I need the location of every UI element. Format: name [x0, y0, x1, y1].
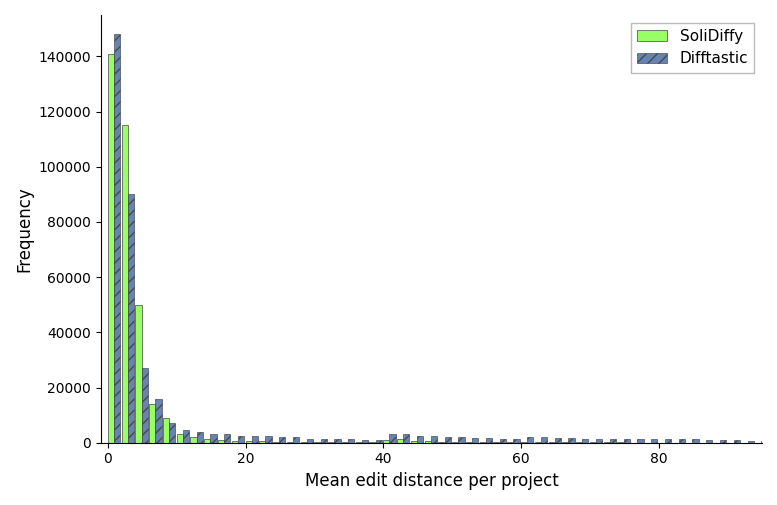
Bar — [273, 441, 279, 443]
Bar — [596, 438, 602, 443]
Bar — [403, 434, 409, 443]
Bar — [293, 437, 299, 443]
Bar — [342, 442, 348, 443]
Bar — [321, 438, 327, 443]
Bar — [108, 54, 114, 443]
Bar — [225, 434, 230, 443]
Bar — [190, 437, 197, 443]
Bar — [706, 440, 713, 443]
Bar — [183, 430, 189, 443]
Y-axis label: Frequency: Frequency — [15, 186, 33, 272]
Bar — [149, 404, 155, 443]
Bar — [692, 439, 699, 443]
Bar — [486, 438, 492, 443]
Bar — [169, 423, 176, 443]
Bar — [375, 440, 382, 443]
Bar — [246, 441, 252, 443]
Bar — [279, 437, 285, 443]
Bar — [452, 441, 458, 443]
Bar — [637, 439, 643, 443]
Bar — [315, 442, 321, 443]
Bar — [348, 439, 354, 443]
Bar — [493, 442, 500, 443]
Bar — [411, 441, 417, 443]
Bar — [507, 442, 514, 443]
Bar — [155, 398, 162, 443]
Bar — [197, 432, 203, 443]
Bar — [624, 438, 630, 443]
Bar — [665, 438, 671, 443]
Bar — [260, 441, 266, 443]
Bar — [218, 440, 225, 443]
Bar — [121, 125, 127, 443]
Bar — [204, 438, 211, 443]
Bar — [610, 438, 616, 443]
Bar — [127, 194, 134, 443]
Bar — [287, 441, 293, 443]
Bar — [527, 437, 533, 443]
X-axis label: Mean edit distance per project: Mean edit distance per project — [305, 472, 559, 490]
Bar — [328, 442, 334, 443]
Bar — [307, 438, 313, 443]
Bar — [582, 438, 588, 443]
Bar — [651, 439, 657, 443]
Bar — [438, 441, 444, 443]
Bar — [370, 442, 375, 443]
Bar — [334, 438, 340, 443]
Bar — [500, 438, 506, 443]
Bar — [521, 442, 527, 443]
Bar — [397, 438, 403, 443]
Bar — [266, 436, 272, 443]
Bar — [472, 438, 479, 443]
Bar — [356, 442, 362, 443]
Bar — [458, 437, 465, 443]
Bar — [444, 437, 451, 443]
Bar — [733, 440, 740, 443]
Bar — [252, 436, 258, 443]
Bar — [238, 436, 244, 443]
Bar — [417, 436, 423, 443]
Bar — [114, 34, 120, 443]
Bar — [555, 438, 561, 443]
Bar — [761, 440, 768, 443]
Bar — [430, 436, 437, 443]
Bar — [514, 438, 520, 443]
Bar — [383, 440, 389, 443]
Bar — [135, 305, 141, 443]
Bar — [569, 438, 575, 443]
Legend: SoliDiffy, Difftastic: SoliDiffy, Difftastic — [631, 23, 754, 73]
Bar — [466, 442, 472, 443]
Bar — [211, 434, 217, 443]
Bar — [141, 368, 148, 443]
Bar — [720, 440, 726, 443]
Bar — [232, 441, 238, 443]
Bar — [541, 437, 547, 443]
Bar — [176, 434, 183, 443]
Bar — [424, 441, 430, 443]
Bar — [362, 440, 368, 443]
Bar — [747, 440, 754, 443]
Bar — [389, 434, 395, 443]
Bar — [163, 418, 169, 443]
Bar — [678, 439, 685, 443]
Bar — [479, 442, 486, 443]
Bar — [301, 442, 307, 443]
